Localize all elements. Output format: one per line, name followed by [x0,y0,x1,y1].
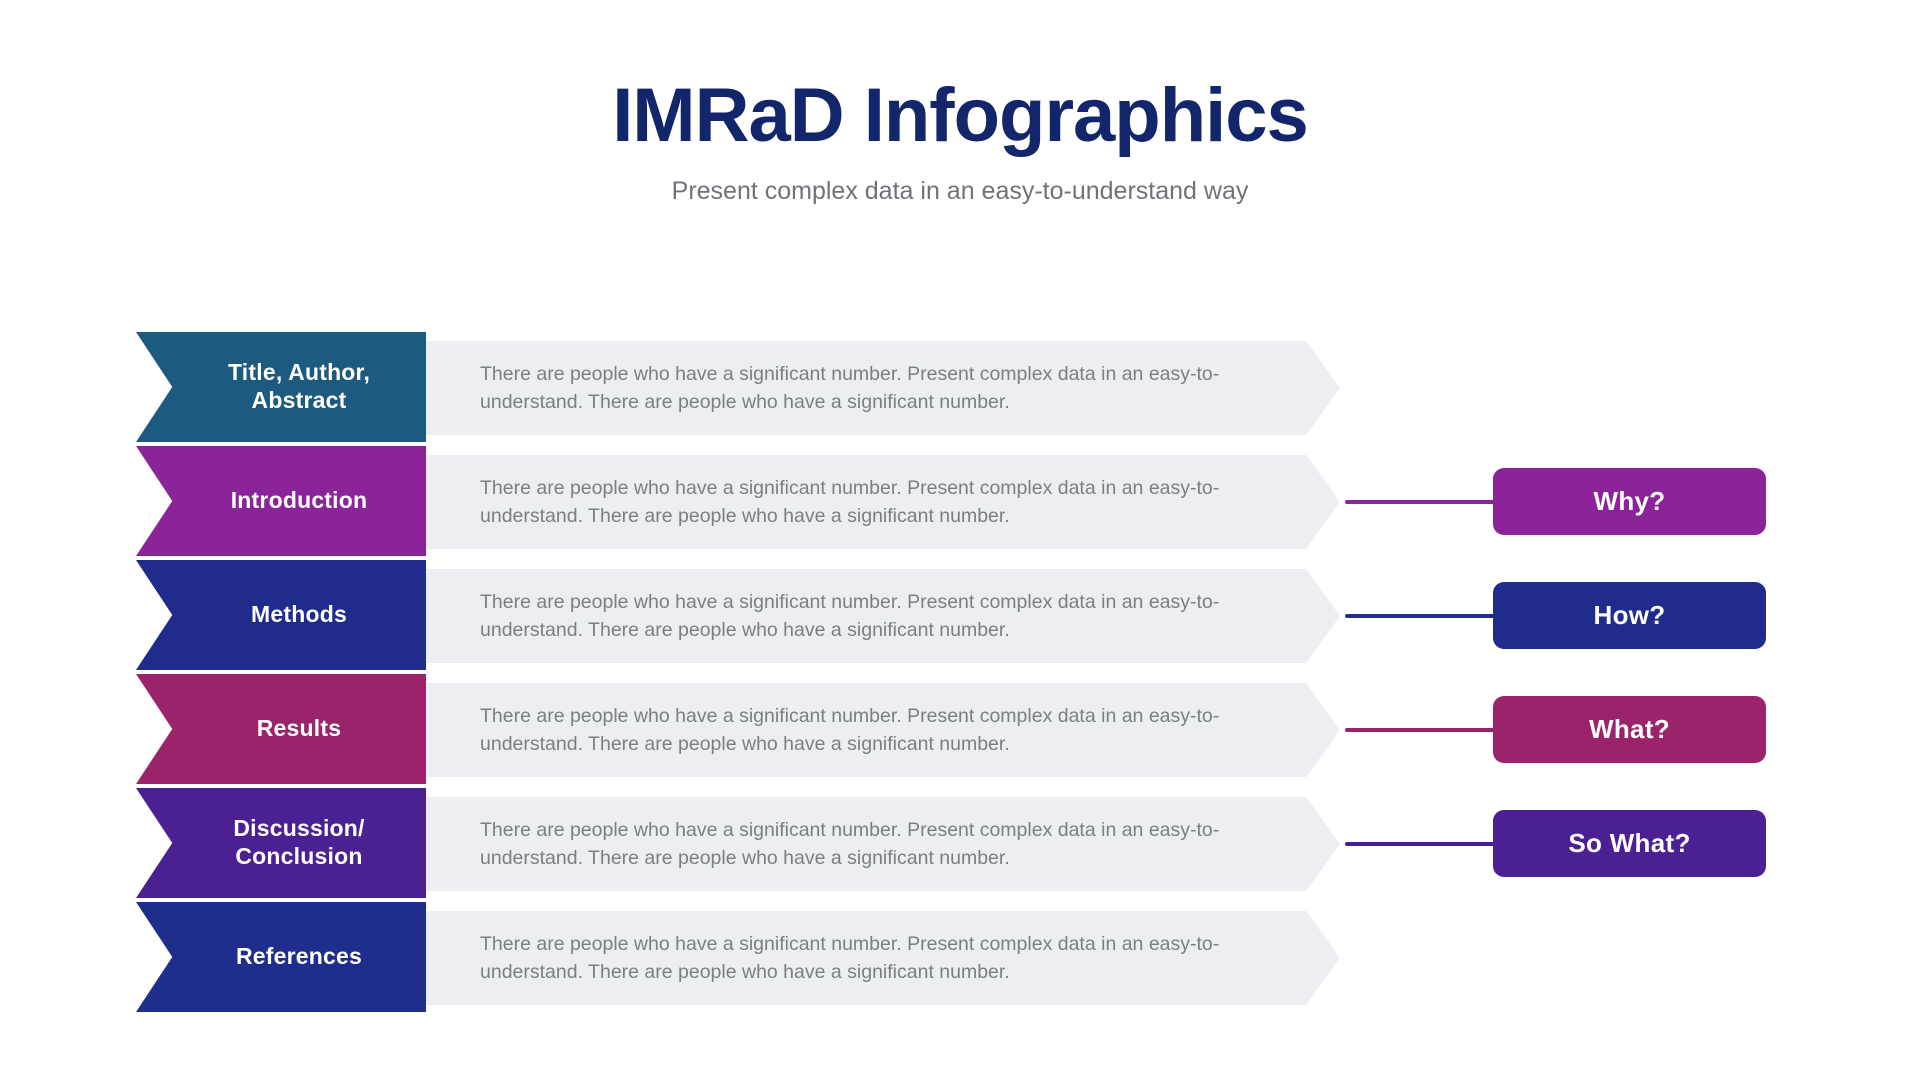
connector-line [1345,728,1510,732]
section-body-text: There are people who have a significant … [480,590,1220,641]
imrad-row: Results There are people who have a signi… [0,674,1920,788]
connector-line [1345,842,1510,846]
infographic-header: IMRaD Infographics Present complex data … [0,0,1920,206]
imrad-row: Introduction There are people who have a … [0,446,1920,560]
section-body-panel: There are people who have a significant … [426,911,1340,1005]
section-body-panel: There are people who have a significant … [426,797,1340,891]
question-pill[interactable]: What? [1493,696,1766,763]
section-tag-label: Introduction [230,487,368,514]
section-body-panel: There are people who have a significant … [426,569,1340,663]
imrad-row: Methods There are people who have a signi… [0,560,1920,674]
page-subtitle: Present complex data in an easy-to-under… [671,177,1249,205]
section-body-text: There are people who have a significant … [480,818,1220,869]
question-pill[interactable]: Why? [1493,468,1766,535]
question-pill[interactable]: How? [1493,582,1766,649]
section-tag[interactable]: Discussion/ Conclusion [136,788,426,898]
section-tag-label: Discussion/ Conclusion [233,815,365,869]
section-body-panel: There are people who have a significant … [426,455,1340,549]
question-pill-label: So What? [1568,828,1691,858]
connector-line [1345,500,1510,504]
connector-line [1345,614,1510,618]
page-title: IMRaD Infographics [612,73,1309,158]
question-pill-label: Why? [1593,486,1666,516]
section-tag[interactable]: Introduction [136,446,426,556]
imrad-rows: Title, Author, Abstract There are people … [0,332,1920,1016]
section-tag-label: Results [256,715,342,742]
section-tag[interactable]: Results [136,674,426,784]
section-body-text: There are people who have a significant … [480,476,1220,527]
section-tag-label: Title, Author, Abstract [227,359,371,413]
imrad-row: References There are people who have a si… [0,902,1920,1016]
section-body-text: There are people who have a significant … [480,932,1220,983]
section-tag[interactable]: Methods [136,560,426,670]
question-pill-label: How? [1593,600,1666,630]
question-pill-label: What? [1589,714,1670,744]
section-body-panel: There are people who have a significant … [426,341,1340,435]
question-pill[interactable]: So What? [1493,810,1766,877]
section-tag-label: References [235,943,363,970]
section-body-text: There are people who have a significant … [480,362,1220,413]
section-tag[interactable]: Title, Author, Abstract [136,332,426,442]
section-tag-label: Methods [251,601,347,628]
section-body-panel: There are people who have a significant … [426,683,1340,777]
imrad-row: Title, Author, Abstract There are people … [0,332,1920,446]
section-tag[interactable]: References [136,902,426,1012]
imrad-row: Discussion/ Conclusion There are people w… [0,788,1920,902]
section-body-text: There are people who have a significant … [480,704,1220,755]
